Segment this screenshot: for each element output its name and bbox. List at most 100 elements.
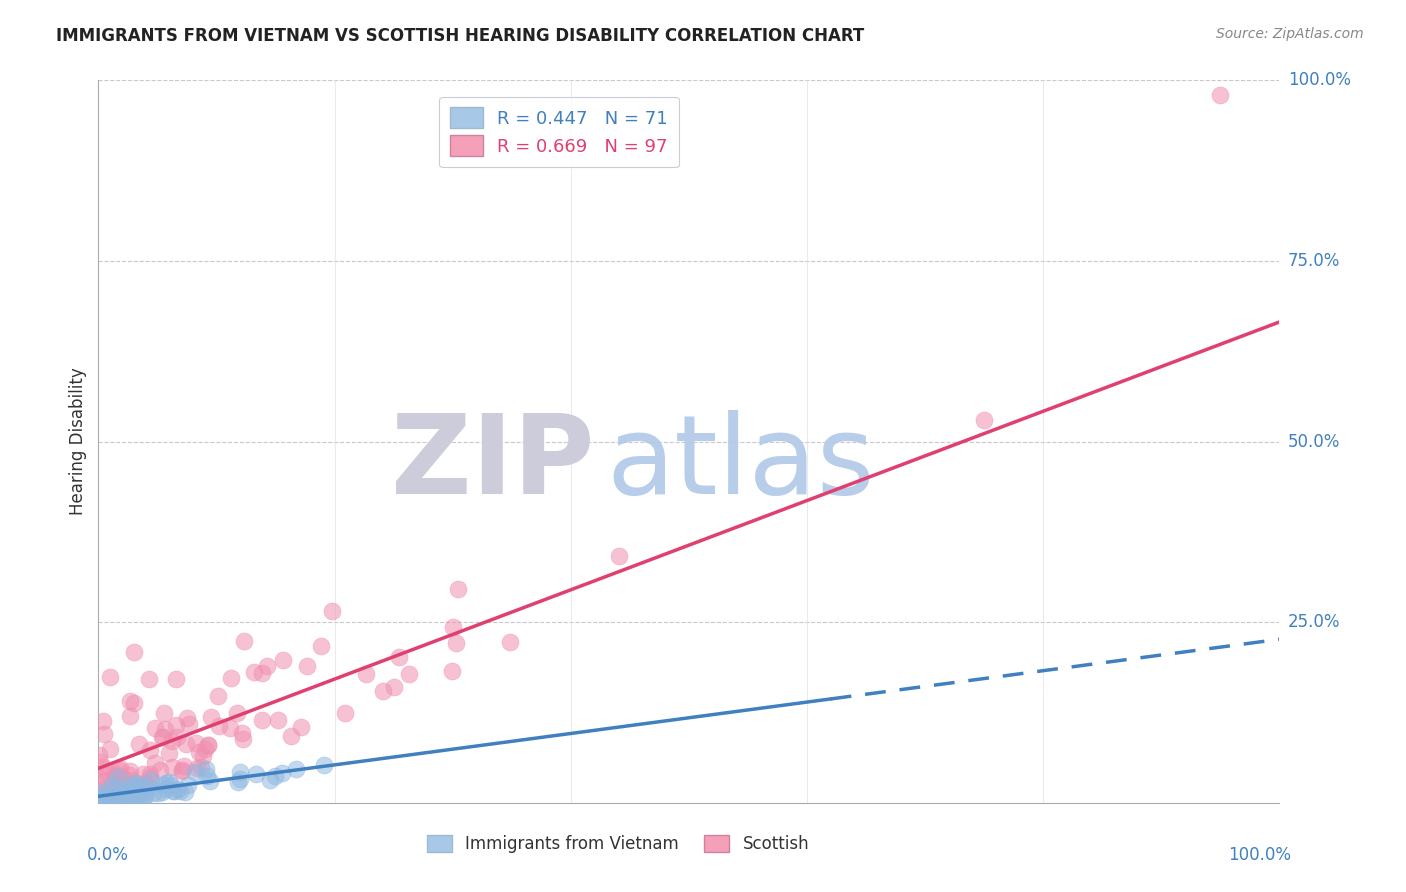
Point xyxy=(195,769,218,783)
Point xyxy=(93,727,115,741)
Point xyxy=(96,790,118,805)
Legend: Immigrants from Vietnam, Scottish: Immigrants from Vietnam, Scottish xyxy=(420,828,815,860)
Point xyxy=(131,786,153,800)
Point xyxy=(172,763,194,777)
Point xyxy=(198,774,221,789)
Point xyxy=(131,789,153,803)
Point xyxy=(118,767,141,781)
Point xyxy=(101,791,124,805)
Point xyxy=(250,665,273,680)
Point xyxy=(120,785,142,799)
Point xyxy=(91,792,114,806)
Point xyxy=(125,786,148,800)
Point xyxy=(441,664,464,678)
Point xyxy=(143,721,166,735)
Point xyxy=(197,739,219,753)
Point xyxy=(285,763,308,777)
Point xyxy=(98,670,121,684)
Point xyxy=(114,783,136,797)
Point xyxy=(245,767,267,781)
Point xyxy=(120,709,142,723)
Point xyxy=(176,711,198,725)
Point xyxy=(208,719,231,733)
Point xyxy=(162,784,184,798)
Point xyxy=(128,780,150,794)
Point xyxy=(242,665,264,679)
Point xyxy=(90,772,112,787)
Point xyxy=(207,689,229,703)
Point xyxy=(98,794,121,808)
Point xyxy=(280,729,302,743)
Point xyxy=(173,759,195,773)
Point xyxy=(104,768,127,782)
Point xyxy=(200,710,222,724)
Point xyxy=(128,786,150,800)
Point xyxy=(134,789,156,803)
Point xyxy=(973,412,995,426)
Point xyxy=(141,772,163,787)
Point xyxy=(138,672,160,686)
Point xyxy=(333,706,356,720)
Point xyxy=(139,771,162,785)
Point xyxy=(120,764,142,779)
Point xyxy=(183,765,205,780)
Point xyxy=(115,787,138,801)
Point xyxy=(138,780,160,794)
Point xyxy=(256,659,278,673)
Point xyxy=(127,779,149,793)
Point xyxy=(271,765,294,780)
Point xyxy=(191,748,214,763)
Point xyxy=(173,785,195,799)
Point xyxy=(354,667,377,681)
Point xyxy=(120,787,142,801)
Point xyxy=(444,636,467,650)
Point xyxy=(165,673,187,687)
Point xyxy=(179,717,201,731)
Point xyxy=(98,787,121,801)
Point xyxy=(122,697,145,711)
Point xyxy=(90,790,112,805)
Point xyxy=(155,782,177,797)
Point xyxy=(107,763,129,777)
Point xyxy=(312,758,335,772)
Point xyxy=(120,785,142,799)
Point xyxy=(114,789,136,803)
Point xyxy=(103,781,125,796)
Point xyxy=(152,778,174,792)
Point xyxy=(290,720,312,734)
Point xyxy=(607,549,630,563)
Point xyxy=(218,721,240,735)
Point xyxy=(91,714,114,729)
Point xyxy=(166,730,188,744)
Point xyxy=(155,776,177,790)
Point xyxy=(107,780,129,795)
Point xyxy=(153,722,176,736)
Point xyxy=(138,767,160,781)
Y-axis label: Hearing Disability: Hearing Disability xyxy=(69,368,87,516)
Point xyxy=(388,649,411,664)
Point xyxy=(124,780,146,795)
Point xyxy=(115,785,138,799)
Point xyxy=(104,770,127,784)
Point xyxy=(118,788,141,802)
Point xyxy=(188,745,211,759)
Point xyxy=(103,791,125,805)
Point xyxy=(190,760,212,774)
Point xyxy=(128,737,150,751)
Text: 50.0%: 50.0% xyxy=(1288,433,1340,450)
Point xyxy=(139,743,162,757)
Point xyxy=(103,766,125,780)
Point xyxy=(162,734,184,748)
Point xyxy=(132,766,155,780)
Point xyxy=(136,777,159,791)
Text: atlas: atlas xyxy=(606,409,875,516)
Point xyxy=(160,759,183,773)
Point xyxy=(94,774,117,789)
Text: IMMIGRANTS FROM VIETNAM VS SCOTTISH HEARING DISABILITY CORRELATION CHART: IMMIGRANTS FROM VIETNAM VS SCOTTISH HEAR… xyxy=(56,27,865,45)
Point xyxy=(89,756,111,770)
Point xyxy=(150,785,173,799)
Point xyxy=(125,776,148,790)
Text: ZIP: ZIP xyxy=(391,409,595,516)
Point xyxy=(321,604,343,618)
Point xyxy=(170,764,193,779)
